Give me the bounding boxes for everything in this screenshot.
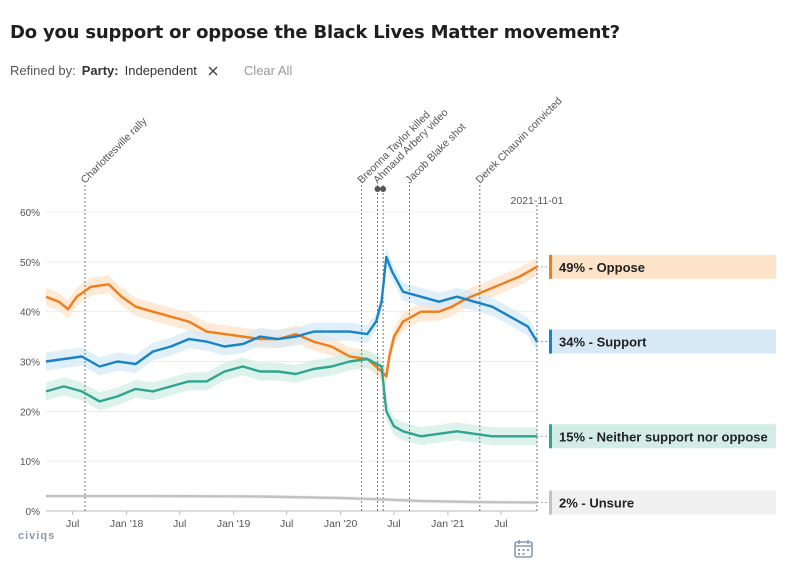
y-tick-label: 60% [20,208,40,219]
label-accent [549,424,552,449]
series-label: 34% - Support [559,335,647,350]
series-label: 2% - Unsure [559,496,634,511]
axes: 0% 10% 20% 30% 40% 50% 60% Jul Jan '18 Jul Jan '19… [20,208,508,530]
label-background [549,254,776,279]
confidence-band [46,247,537,376]
y-tick-label: 50% [20,258,40,269]
x-tick-label: Jul [280,518,293,530]
x-tick-label: Jan '18 [110,518,144,530]
series-label: 15% - Neither support nor oppose [559,429,768,444]
filter-chip-value: Independent [124,63,197,78]
label-accent [549,254,552,279]
refined-by-label: Refined by: [10,63,76,78]
x-tick-label: Jul [494,518,507,530]
calendar-icon[interactable] [514,539,533,558]
x-tick-label: Jul [66,518,79,530]
series-label: 49% - Oppose [559,260,645,275]
x-tick-label: Jan '21 [431,518,465,530]
y-tick-label: 40% [20,308,40,319]
label-background [549,424,776,449]
label-accent [549,490,552,515]
current-date-label: 2021-11-01 [511,195,564,207]
series-line [46,494,538,504]
series-line [45,265,538,378]
confidence-bands [46,247,537,505]
y-tick-label: 0% [26,507,41,518]
y-tick-label: 10% [20,457,40,468]
civiqs-logo: civiqs [18,530,56,542]
label-accent [549,329,552,354]
y-tick-label: 30% [20,358,40,369]
x-tick-label: Jan '19 [217,518,251,530]
series-labels: 49% - Oppose 34% - Support 15% - Neither s… [537,254,776,515]
series-lines [45,255,539,504]
page-title: Do you support or oppose the Black Lives… [10,22,620,43]
x-tick-label: Jan '20 [324,518,358,530]
filter-chip-label: Party: [81,63,119,78]
series-line [45,357,537,438]
series-line [45,255,539,368]
annotation-label: Charlottesville rally [79,115,150,186]
filter-bar: Refined by: Party: Independent Clear All [10,63,292,78]
close-icon[interactable] [206,64,220,78]
y-tick-label: 20% [20,407,40,418]
x-tick-label: Jul [173,518,186,530]
label-background [549,329,776,354]
annotation-dot [380,186,387,192]
x-tick-label: Jul [387,518,400,530]
label-background [549,490,776,515]
clear-all-link[interactable]: Clear All [243,63,293,78]
annotation-label: Derek Chauvin convicted [473,95,564,186]
annotation-dot [374,186,381,192]
